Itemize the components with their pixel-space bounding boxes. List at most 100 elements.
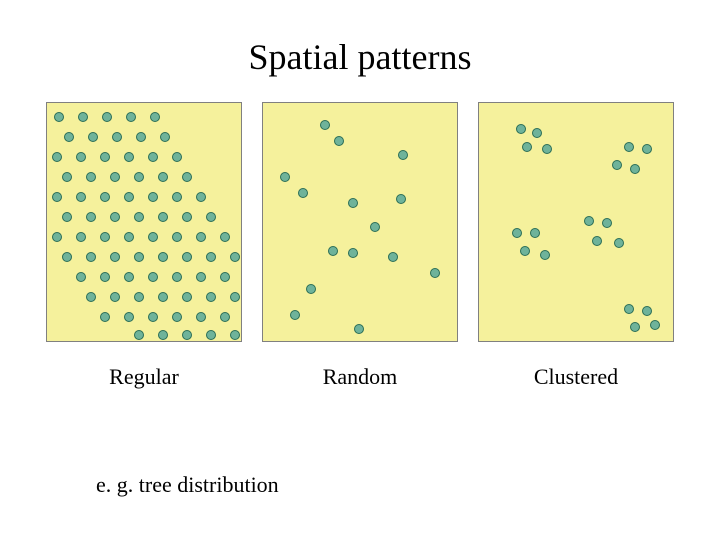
data-point (148, 152, 158, 162)
data-point (160, 132, 170, 142)
data-point (54, 112, 64, 122)
data-point (158, 330, 168, 340)
data-point (124, 312, 134, 322)
data-point (134, 292, 144, 302)
data-point (148, 312, 158, 322)
data-point (348, 198, 358, 208)
panels-row: Regular Random Clustered (0, 102, 720, 390)
data-point (348, 248, 358, 258)
data-point (172, 312, 182, 322)
data-point (86, 212, 96, 222)
data-point (196, 312, 206, 322)
data-point (88, 132, 98, 142)
data-point (126, 112, 136, 122)
data-point (134, 212, 144, 222)
data-point (230, 330, 240, 340)
data-point (522, 142, 532, 152)
panel-clustered-label: Clustered (534, 364, 618, 390)
data-point (110, 292, 120, 302)
data-point (542, 144, 552, 154)
data-point (182, 292, 192, 302)
data-point (196, 232, 206, 242)
data-point (290, 310, 300, 320)
data-point (206, 330, 216, 340)
data-point (172, 272, 182, 282)
data-point (642, 144, 652, 154)
data-point (150, 112, 160, 122)
data-point (110, 212, 120, 222)
panel-clustered-wrap: Clustered (478, 102, 674, 390)
data-point (584, 216, 594, 226)
data-point (540, 250, 550, 260)
data-point (158, 292, 168, 302)
data-point (388, 252, 398, 262)
data-point (230, 292, 240, 302)
data-point (182, 252, 192, 262)
data-point (630, 164, 640, 174)
panel-random-label: Random (323, 364, 398, 390)
data-point (100, 272, 110, 282)
data-point (520, 246, 530, 256)
data-point (124, 192, 134, 202)
data-point (86, 292, 96, 302)
data-point (206, 252, 216, 262)
data-point (306, 284, 316, 294)
data-point (206, 292, 216, 302)
data-point (86, 172, 96, 182)
data-point (148, 192, 158, 202)
page-title: Spatial patterns (0, 0, 720, 102)
data-point (158, 252, 168, 262)
data-point (136, 132, 146, 142)
data-point (182, 212, 192, 222)
data-point (396, 194, 406, 204)
data-point (76, 272, 86, 282)
data-point (62, 252, 72, 262)
data-point (158, 172, 168, 182)
data-point (124, 272, 134, 282)
data-point (86, 252, 96, 262)
data-point (630, 322, 640, 332)
data-point (52, 152, 62, 162)
data-point (158, 212, 168, 222)
data-point (642, 306, 652, 316)
data-point (110, 172, 120, 182)
data-point (62, 212, 72, 222)
data-point (124, 152, 134, 162)
data-point (220, 232, 230, 242)
data-point (512, 228, 522, 238)
data-point (100, 152, 110, 162)
data-point (532, 128, 542, 138)
data-point (182, 330, 192, 340)
panel-random-wrap: Random (262, 102, 458, 390)
data-point (328, 246, 338, 256)
data-point (76, 232, 86, 242)
data-point (530, 228, 540, 238)
data-point (124, 232, 134, 242)
data-point (354, 324, 364, 334)
data-point (220, 312, 230, 322)
data-point (148, 232, 158, 242)
data-point (134, 252, 144, 262)
data-point (100, 232, 110, 242)
data-point (172, 152, 182, 162)
data-point (220, 272, 230, 282)
panel-clustered (478, 102, 674, 342)
panel-random (262, 102, 458, 342)
data-point (430, 268, 440, 278)
data-point (148, 272, 158, 282)
footnote: e. g. tree distribution (96, 472, 279, 498)
data-point (182, 172, 192, 182)
panel-regular (46, 102, 242, 342)
data-point (320, 120, 330, 130)
data-point (112, 132, 122, 142)
data-point (206, 212, 216, 222)
panel-regular-label: Regular (109, 364, 179, 390)
data-point (230, 252, 240, 262)
data-point (100, 312, 110, 322)
data-point (650, 320, 660, 330)
data-point (398, 150, 408, 160)
data-point (52, 232, 62, 242)
data-point (76, 152, 86, 162)
data-point (100, 192, 110, 202)
data-point (64, 132, 74, 142)
